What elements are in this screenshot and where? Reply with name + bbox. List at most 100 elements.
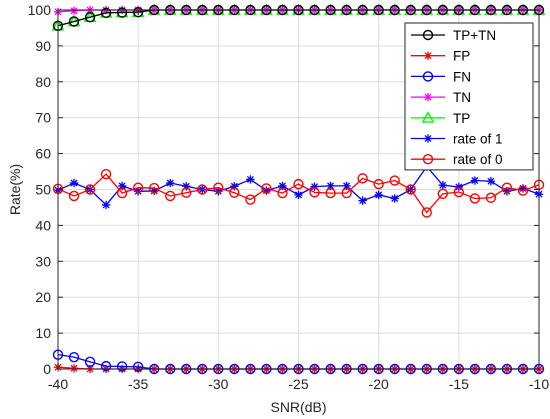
data-point-rate-of-1 (133, 187, 143, 196)
legend-entry-tn: TN (411, 90, 471, 105)
data-point-rate-of-1 (278, 181, 287, 191)
y-tick-label: 10 (35, 325, 51, 341)
legend-label: rate of 1 (453, 132, 503, 147)
data-point-rate-of-0 (469, 193, 481, 204)
data-point-rate-of-0 (485, 192, 497, 203)
data-point-fp (69, 364, 79, 373)
data-point-rate-of-1 (486, 177, 496, 186)
y-tick-label: 60 (35, 146, 51, 162)
data-point-rate-of-0 (100, 168, 112, 180)
legend-label: FN (453, 69, 471, 84)
data-point-rate-of-1 (342, 181, 351, 191)
legend-entry-fn: FN (411, 69, 471, 84)
data-point-rate-of-1 (101, 200, 111, 210)
data-point-rate-of-0 (116, 187, 128, 199)
y-tick-label: 100 (28, 2, 52, 18)
data-point-rate-of-1 (374, 190, 383, 200)
x-tick-label: -40 (48, 376, 68, 392)
data-point-rate-of-0 (325, 187, 336, 199)
x-tick-label: -10 (529, 376, 549, 392)
legend-entry-rate-of-0: rate of 0 (411, 152, 503, 167)
data-point-rate-of-1 (470, 176, 480, 185)
legend-marker (421, 111, 435, 123)
legend-label: FP (453, 49, 470, 64)
data-point-rate-of-0 (453, 186, 465, 198)
data-point-rate-of-0 (165, 190, 176, 202)
data-point-rate-of-1 (69, 178, 79, 188)
legend-entry-fp: FP (411, 49, 470, 64)
data-point-rate-of-0 (357, 173, 368, 184)
x-tick-label: -35 (128, 376, 148, 392)
data-point-rate-of-0 (405, 184, 416, 195)
data-point-rate-of-0 (341, 187, 352, 199)
legend-entry-tp-tn: TP+TN (411, 28, 496, 43)
data-point-fn (132, 361, 144, 373)
data-point-rate-of-0 (245, 194, 256, 205)
data-point-rate-of-1 (358, 196, 367, 205)
x-tick-label: -20 (369, 376, 389, 392)
data-point-rate-of-0 (293, 178, 304, 190)
data-point-rate-of-0 (373, 178, 384, 190)
legend-label: TN (453, 90, 471, 105)
data-point-fn (68, 351, 80, 363)
data-point-fn (116, 361, 128, 372)
data-point-rate-of-0 (261, 183, 272, 194)
x-axis-label: SNR(dB) (270, 399, 326, 415)
legend-label: rate of 0 (453, 152, 503, 167)
data-point-rate-of-0 (501, 182, 513, 193)
legend-marker (422, 29, 434, 41)
legend-marker (423, 134, 433, 143)
data-point-rate-of-0 (389, 175, 400, 186)
data-point-rate-of-0 (148, 182, 160, 194)
data-point-rate-of-1 (117, 181, 127, 191)
data-point-rate-of-0 (84, 184, 96, 195)
legend-label: TP+TN (453, 28, 496, 43)
data-point-rate-of-1 (502, 187, 512, 196)
x-tick-label: -30 (208, 376, 228, 392)
x-tick-label: -15 (449, 376, 469, 392)
data-point-rate-of-0 (197, 184, 208, 195)
data-point-rate-of-0 (309, 187, 320, 198)
data-point-rate-of-0 (213, 182, 224, 193)
legend: TP+TN FP FN TN TP rate of 1 rate of 0 (404, 22, 534, 171)
data-point-tp-tn (84, 11, 96, 23)
legend-entry-tp: TP (411, 111, 470, 126)
y-tick-label: 20 (35, 289, 51, 305)
legend-marker (423, 92, 433, 102)
x-tick-label: -25 (288, 376, 308, 392)
data-point-rate-of-0 (277, 187, 288, 199)
data-point-rate-of-1 (214, 187, 223, 196)
data-point-rate-of-1 (518, 184, 528, 193)
data-point-rate-of-0 (517, 185, 529, 196)
data-point-rate-of-0 (132, 182, 144, 193)
y-tick-label: 90 (35, 38, 51, 54)
legend-marker (422, 71, 434, 82)
data-point-rate-of-1 (182, 182, 191, 191)
legend-label: TP (453, 111, 470, 126)
data-point-rate-of-0 (229, 187, 240, 198)
legend-marker (422, 153, 434, 165)
data-point-rate-of-1 (390, 194, 399, 203)
legend-entry-rate-of-1: rate of 1 (411, 132, 503, 147)
data-point-rate-of-1 (262, 186, 271, 195)
data-point-fn (84, 356, 96, 368)
data-point-rate-of-1 (326, 181, 335, 191)
data-point-tn (69, 6, 79, 15)
data-point-rate-of-1 (150, 186, 159, 196)
y-tick-label: 40 (35, 217, 51, 233)
data-point-rate-of-1 (230, 182, 239, 191)
y-tick-label: 70 (35, 110, 51, 126)
data-point-tp-tn (116, 7, 128, 18)
y-tick-label: 0 (43, 361, 51, 377)
data-point-tp-tn (132, 6, 144, 18)
data-point-tp-tn (100, 7, 112, 19)
y-tick-label: 80 (35, 74, 51, 90)
data-point-rate-of-1 (246, 175, 255, 184)
legend-marker (423, 51, 433, 60)
data-point-tp-tn (68, 16, 80, 27)
data-point-rate-of-0 (68, 190, 80, 202)
data-point-rate-of-1 (294, 190, 303, 200)
data-point-rate-of-1 (438, 180, 447, 190)
data-point-rate-of-0 (181, 187, 192, 198)
